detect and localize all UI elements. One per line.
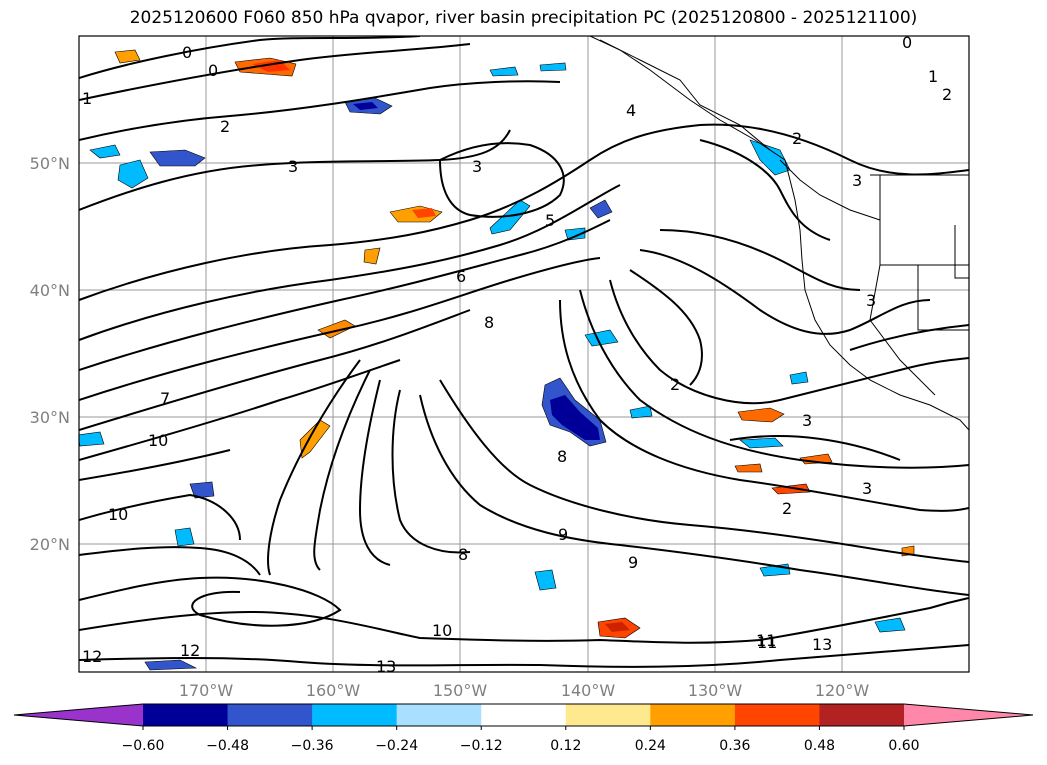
colorbar-tick-label: −0.12: [460, 738, 503, 754]
colorbar: −0.60 −0.48 −0.36 −0.24 −0.12 0.12 0.24 0.36 0.4…: [13, 703, 1034, 754]
colorbar-tick-label: 0.24: [635, 738, 666, 754]
contour-label: 13: [376, 657, 396, 676]
lon-label: 130°W: [688, 681, 743, 700]
lon-label: 170°W: [179, 681, 234, 700]
contour-label: 5: [545, 211, 555, 230]
colorbar-tick-label: −0.36: [291, 738, 334, 754]
contour-label: 10: [108, 505, 128, 524]
contour-label: 2: [942, 85, 952, 104]
contour-label: 12: [82, 647, 102, 666]
lon-label: 150°W: [433, 681, 488, 700]
contour-label: 3: [852, 171, 862, 190]
map-area: 0 0 1 2 2 3 3 3 4 5 6 8 8 9 10 10 11 12 …: [79, 33, 969, 676]
contour-label: 3: [862, 479, 872, 498]
contour-label: 10: [148, 431, 168, 450]
contour-label: 6: [456, 267, 466, 286]
contour-label: 2: [220, 117, 230, 136]
colorbar-tick-label: 0.48: [804, 738, 835, 754]
colorbar-tick-label: 0.60: [888, 738, 919, 754]
colorbar-segment: [312, 704, 398, 726]
latitude-labels: 50°N 40°N 30°N 20°N: [30, 154, 70, 554]
contour-label: 12: [180, 641, 200, 660]
colorbar-tick-label: 0.36: [719, 738, 750, 754]
contour-label: 1: [82, 89, 92, 108]
colorbar-segment: [143, 704, 229, 726]
contour-label: 11: [756, 631, 776, 650]
contour-label: 9: [628, 553, 638, 572]
colorbar-segment: [227, 704, 313, 726]
contour-label: 1: [928, 67, 938, 86]
colorbar-tick-label: −0.60: [122, 738, 165, 754]
contour-label: 8: [557, 447, 567, 466]
contour-labels: 0 0 1 2 2 3 3 3 4 5 6 8 8 9 10 10 11 12 …: [82, 33, 952, 676]
longitude-labels: 170°W 160°W 150°W 140°W 130°W 120°W: [179, 681, 870, 700]
contour-label: 3: [288, 157, 298, 176]
colorbar-extend-high: [904, 704, 1033, 726]
colorbar-segment: [734, 704, 820, 726]
qvapor-contours: [79, 36, 969, 668]
contour-label: 13: [812, 635, 832, 654]
contour-label: 7: [160, 389, 170, 408]
lon-label: 160°W: [306, 681, 361, 700]
lat-label: 20°N: [30, 535, 70, 554]
contour-label: 0: [208, 61, 218, 80]
contour-label: 4: [626, 101, 636, 120]
colorbar-segment: [396, 704, 482, 726]
contour-label: 3: [866, 291, 876, 310]
colorbar-segment: [565, 704, 651, 726]
lat-label: 30°N: [30, 408, 70, 427]
contour-label: 9: [558, 525, 568, 544]
contour-label: 2: [792, 129, 802, 148]
lon-label: 140°W: [561, 681, 616, 700]
contour-label: 10: [432, 621, 452, 640]
lon-label: 120°W: [815, 681, 870, 700]
colorbar-segment: [819, 704, 905, 726]
lat-label: 50°N: [30, 154, 70, 173]
contour-label: 2: [670, 375, 680, 394]
map-frame: [78, 35, 970, 673]
colorbar-tick-label: −0.24: [375, 738, 418, 754]
colorbar-tick-label: 0.12: [550, 738, 581, 754]
contour-label: 8: [484, 313, 494, 332]
contour-label: 11: [757, 633, 777, 652]
contour-label: 2: [782, 499, 792, 518]
contour-label: 0: [182, 43, 192, 62]
contour-label: 3: [802, 411, 812, 430]
contour-label: 3: [472, 157, 482, 176]
map-title: 2025120600 F060 850 hPa qvapor, river ba…: [129, 8, 918, 28]
contour-label: 8: [458, 545, 468, 564]
lat-label: 40°N: [30, 281, 70, 300]
colorbar-segment: [650, 704, 736, 726]
colorbar-extend-low: [14, 704, 143, 726]
colorbar-segment: [481, 704, 567, 726]
contour-label: 0: [902, 33, 912, 52]
colorbar-tick-label: −0.48: [206, 738, 249, 754]
